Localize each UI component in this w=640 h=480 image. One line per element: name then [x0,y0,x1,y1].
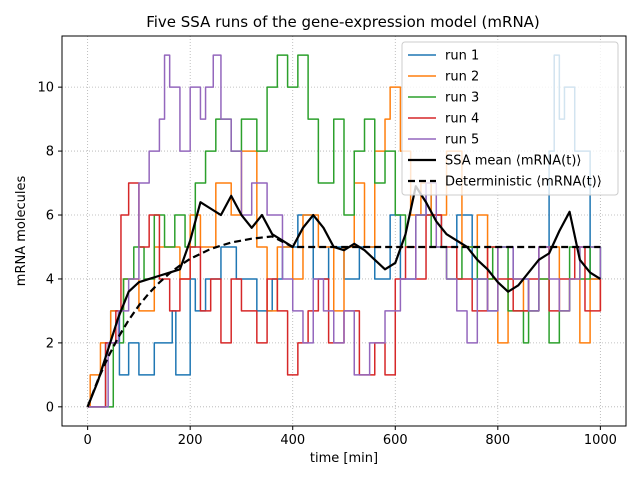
y-tick-label: 2 [46,336,54,351]
legend-label: Deterministic ⟨mRNA(t)⟩ [445,175,602,190]
legend-label: SSA mean ⟨mRNA(t)⟩ [445,154,581,169]
legend-label: run 5 [445,133,479,148]
y-axis-label: mRNA molecules [14,176,29,287]
y-tick-label: 6 [46,209,54,224]
x-axis-label: time [min] [310,451,378,466]
x-tick-label: 0 [83,433,91,448]
x-tick-label: 600 [383,433,408,448]
y-tick-label: 10 [37,81,54,96]
y-tick-label: 4 [46,272,54,287]
series-line-7 [86,235,601,408]
x-tick-label: 800 [485,433,510,448]
tick-layer: 0 200 400 600 800 1000 0 2 4 6 8 10 [37,81,616,448]
chart-title: Five SSA runs of the gene-expression mod… [146,13,540,31]
y-tick-label: 8 [46,145,54,160]
x-tick-label: 400 [280,433,305,448]
series-line-3 [87,54,602,408]
series-layer [86,54,602,408]
legend-label: run 1 [445,49,479,64]
legend: run 1 run 2 run 3 run 4 run 5 SSA mean ⟨mRNA(… [401,41,619,196]
y-tick-label: 0 [46,400,54,415]
series-line-6 [86,185,601,408]
x-tick-label: 200 [178,433,203,448]
legend-label: run 2 [445,70,479,85]
legend-label: run 3 [445,91,479,106]
legend-label: run 4 [445,112,479,127]
plot-frame [61,35,627,427]
legend-box [401,41,619,196]
x-tick-label: 1000 [584,433,617,448]
